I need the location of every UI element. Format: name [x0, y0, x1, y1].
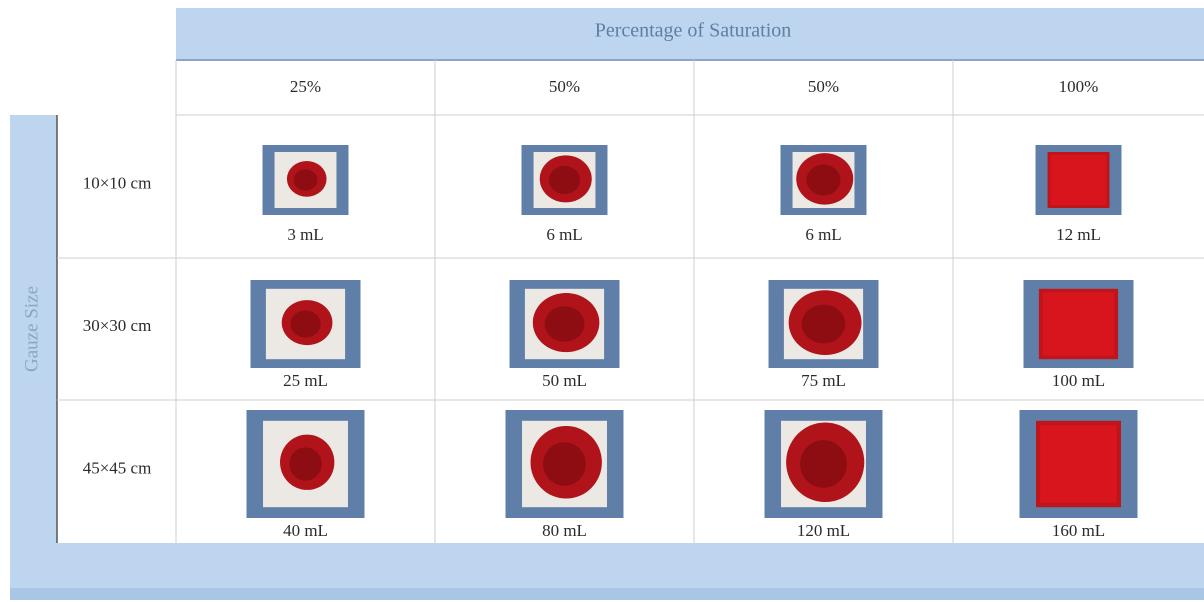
blood-stain: [545, 306, 585, 341]
blood-stain: [549, 166, 580, 194]
cell-volume: 80 mL: [542, 521, 587, 540]
cell-volume: 12 mL: [1056, 225, 1101, 244]
column-header: 50%: [549, 77, 580, 96]
cell-volume: 6 mL: [805, 225, 841, 244]
footer-stripe: [10, 588, 1204, 600]
blood-stain: [290, 310, 320, 337]
cell-volume: 40 mL: [283, 521, 328, 540]
row-label: 45×45 cm: [83, 458, 152, 477]
cell-volume: 120 mL: [797, 521, 850, 540]
column-header: 25%: [290, 77, 321, 96]
column-header: 100%: [1059, 77, 1099, 96]
cell-volume: 25 mL: [283, 371, 328, 390]
cell-volume: 160 mL: [1052, 521, 1105, 540]
blood-stain: [543, 442, 586, 486]
column-header: 50%: [808, 77, 839, 96]
page: {"table": {"title": "Percentage of Satur…: [0, 0, 1204, 602]
row-label: 10×10 cm: [83, 173, 152, 192]
blood-stain: [289, 447, 322, 480]
blood-stain: [1040, 425, 1116, 503]
cell-volume: 50 mL: [542, 371, 587, 390]
row-label: 30×30 cm: [83, 316, 152, 335]
blood-stain: [806, 165, 840, 196]
cell-volume: 6 mL: [546, 225, 582, 244]
table-figure: Percentage of Saturation Gauze Size 25% 5…: [0, 0, 1204, 602]
table-title: Percentage of Saturation: [595, 20, 792, 42]
blood-stain: [802, 305, 846, 344]
blood-stain: [1051, 155, 1107, 205]
row-header: Gauze Size: [21, 286, 42, 372]
cell-volume: 75 mL: [801, 371, 846, 390]
cell-volume: 100 mL: [1052, 371, 1105, 390]
cell-volume: 3 mL: [287, 225, 323, 244]
blood-stain: [1043, 292, 1114, 355]
blood-stain: [800, 440, 847, 488]
blood-stain: [294, 169, 318, 191]
